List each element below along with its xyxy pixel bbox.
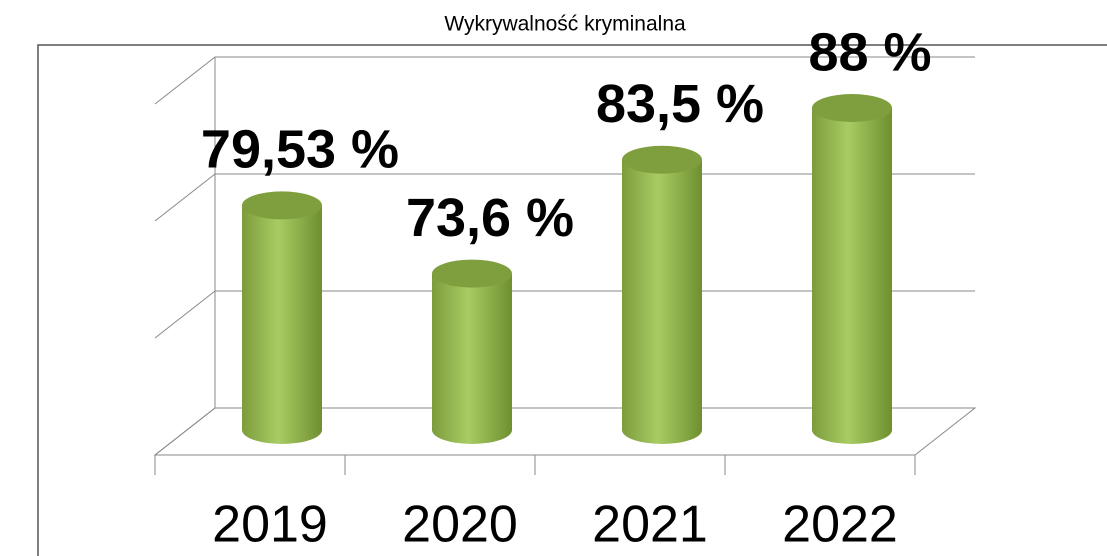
cylinder-body — [812, 108, 892, 444]
x-tick-label: 2021 — [592, 496, 708, 554]
cylinder-top — [432, 259, 512, 288]
plot-border — [37, 44, 1107, 556]
cylinder-top — [242, 191, 322, 220]
grid-line-side — [154, 290, 216, 339]
bar — [622, 145, 702, 444]
data-label: 79,53 % — [201, 120, 399, 180]
grid-line-side — [154, 407, 216, 456]
cylinder-body — [432, 273, 512, 444]
grid-line-side — [154, 56, 216, 105]
data-label: 73,6 % — [406, 188, 574, 248]
bar — [812, 94, 892, 444]
bar — [242, 191, 322, 444]
bar — [432, 259, 512, 444]
cylinder-top — [622, 145, 702, 174]
cylinder-body — [622, 159, 702, 444]
x-tick-label: 2020 — [402, 496, 518, 554]
grid-line-side — [154, 173, 216, 222]
x-tick-label: 2019 — [212, 496, 328, 554]
x-tick-label: 2022 — [782, 496, 898, 554]
chart-title: Wykrywalność kryminalna — [444, 13, 686, 36]
cylinder-body — [242, 205, 322, 444]
data-label: 83,5 % — [596, 74, 764, 134]
data-label: 88 % — [808, 22, 931, 82]
cylinder-top — [812, 94, 892, 122]
